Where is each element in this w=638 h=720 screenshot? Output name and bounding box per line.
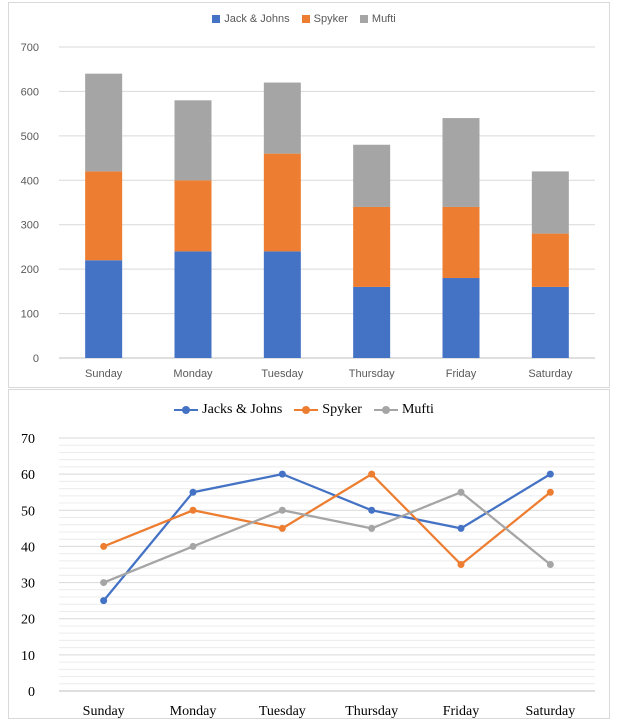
legend-line-marker bbox=[294, 405, 319, 415]
bar-spyker-tuesday bbox=[263, 153, 301, 252]
bar-chart-legend: Jack & Johns Spyker Mufti bbox=[9, 13, 611, 25]
bar-jack-johns-tuesday bbox=[263, 251, 301, 358]
stacked-bar-chart: 0 100 200 300 400 500 600 700 Sunday Monday Tuesda… bbox=[21, 42, 595, 380]
point-spyker-saturday bbox=[546, 488, 554, 496]
y-tick-label: 0 bbox=[33, 353, 39, 365]
bar-mufti-tuesday bbox=[263, 82, 301, 154]
y-tick-label: 40 bbox=[21, 540, 35, 555]
bar-jack-johns-friday bbox=[442, 278, 480, 358]
legend-item-jacks-johns: Jacks & Johns bbox=[174, 402, 282, 418]
point-mufti-tuesday bbox=[278, 506, 286, 514]
y-tick-label: 700 bbox=[21, 42, 39, 54]
bar-mufti-sunday bbox=[85, 73, 123, 172]
y-tick-label: 60 bbox=[21, 468, 35, 483]
point-spyker-tuesday bbox=[278, 524, 286, 532]
legend-label: Mufti bbox=[401, 402, 434, 417]
legend-label: Spyker bbox=[313, 13, 348, 25]
point-spyker-friday bbox=[457, 561, 465, 568]
x-tick-label: Sunday bbox=[83, 704, 125, 719]
legend-item-spyker: Spyker bbox=[294, 402, 362, 418]
y-tick-label: 20 bbox=[21, 613, 35, 628]
legend-item-jack-johns: Jack & Johns bbox=[212, 13, 290, 25]
series-line-mufti bbox=[103, 491, 552, 584]
legend-label: Jack & Johns bbox=[224, 13, 290, 25]
y-tick-label: 200 bbox=[21, 264, 39, 276]
legend-swatch bbox=[212, 15, 221, 23]
y-tick-label: 70 bbox=[21, 432, 35, 447]
legend-line-marker bbox=[174, 405, 199, 415]
y-tick-label: 10 bbox=[21, 649, 35, 664]
x-tick-label: Saturday bbox=[525, 704, 575, 719]
point-jacks-johns-tuesday bbox=[278, 470, 286, 478]
bar-mufti-thursday bbox=[353, 144, 391, 207]
series-line-jacks-johns bbox=[102, 473, 551, 602]
bar-mufti-monday bbox=[174, 100, 212, 181]
y-tick-label: 500 bbox=[21, 131, 39, 143]
bar-jack-johns-thursday bbox=[353, 286, 391, 358]
y-tick-label: 300 bbox=[21, 220, 39, 232]
line-chart-legend: Jacks & Johns Spyker Mufti bbox=[9, 402, 611, 418]
bar-jack-johns-sunday bbox=[85, 260, 123, 358]
line-chart: 0 10 20 30 40 50 60 70 Sunday Monday Tuesday Thursd… bbox=[21, 432, 595, 719]
bar-mufti-saturday bbox=[531, 171, 569, 234]
x-tick-label: Thursday bbox=[349, 368, 395, 380]
point-jacks-johns-sunday bbox=[100, 597, 108, 605]
stacked-bar-chart-panel: Jack & Johns Spyker Mufti 0 100 200 300 400 500… bbox=[8, 2, 610, 388]
legend-item-mufti: Mufti bbox=[373, 402, 434, 418]
point-mufti-monday bbox=[189, 542, 197, 550]
bar-spyker-thursday bbox=[353, 206, 391, 287]
x-tick-label: Monday bbox=[173, 368, 213, 380]
x-tick-label: Monday bbox=[170, 704, 217, 719]
line-chart-panel: Jacks & Johns Spyker Mufti 0 10 20 30 40 50 60 70… bbox=[8, 389, 610, 719]
point-jacks-johns-friday bbox=[457, 524, 465, 532]
bar-spyker-saturday bbox=[531, 233, 569, 287]
legend-swatch bbox=[359, 15, 368, 23]
point-jacks-johns-monday bbox=[189, 488, 197, 496]
point-spyker-monday bbox=[189, 506, 197, 514]
bar-spyker-friday bbox=[442, 206, 480, 279]
legend-label: Mufti bbox=[371, 13, 396, 25]
x-tick-label: Friday bbox=[443, 704, 480, 719]
point-jacks-johns-thursday bbox=[368, 506, 376, 514]
x-tick-label: Tuesday bbox=[259, 704, 306, 719]
bar-jack-johns-monday bbox=[174, 251, 212, 358]
y-tick-label: 50 bbox=[21, 504, 35, 519]
x-tick-label: Friday bbox=[446, 368, 477, 380]
legend-label: Jacks & Johns bbox=[202, 402, 283, 417]
x-tick-label: Thursday bbox=[345, 704, 398, 719]
point-jacks-johns-saturday bbox=[546, 470, 554, 478]
series-line-spyker bbox=[103, 473, 552, 566]
legend-item-spyker: Spyker bbox=[301, 13, 348, 25]
y-tick-label: 100 bbox=[21, 309, 39, 321]
point-mufti-friday bbox=[457, 488, 465, 496]
x-tick-label: Sunday bbox=[85, 368, 123, 380]
y-tick-label: 400 bbox=[21, 175, 39, 187]
point-spyker-sunday bbox=[100, 542, 108, 550]
bar-spyker-sunday bbox=[85, 171, 123, 261]
bar-spyker-monday bbox=[174, 180, 212, 252]
legend-line-marker bbox=[373, 405, 398, 415]
bar-mufti-friday bbox=[442, 118, 480, 207]
bar-jack-johns-saturday bbox=[531, 286, 569, 358]
y-tick-label: 600 bbox=[21, 86, 39, 98]
y-tick-label: 0 bbox=[28, 685, 35, 700]
legend-item-mufti: Mufti bbox=[359, 13, 396, 25]
x-tick-label: Tuesday bbox=[261, 368, 303, 380]
legend-swatch bbox=[301, 15, 310, 23]
point-mufti-thursday bbox=[368, 524, 376, 532]
legend-label: Spyker bbox=[322, 402, 362, 417]
y-tick-label: 30 bbox=[21, 577, 35, 592]
point-spyker-thursday bbox=[368, 470, 376, 478]
point-mufti-sunday bbox=[100, 579, 108, 587]
point-mufti-saturday bbox=[546, 561, 554, 568]
x-tick-label: Saturday bbox=[528, 368, 573, 380]
